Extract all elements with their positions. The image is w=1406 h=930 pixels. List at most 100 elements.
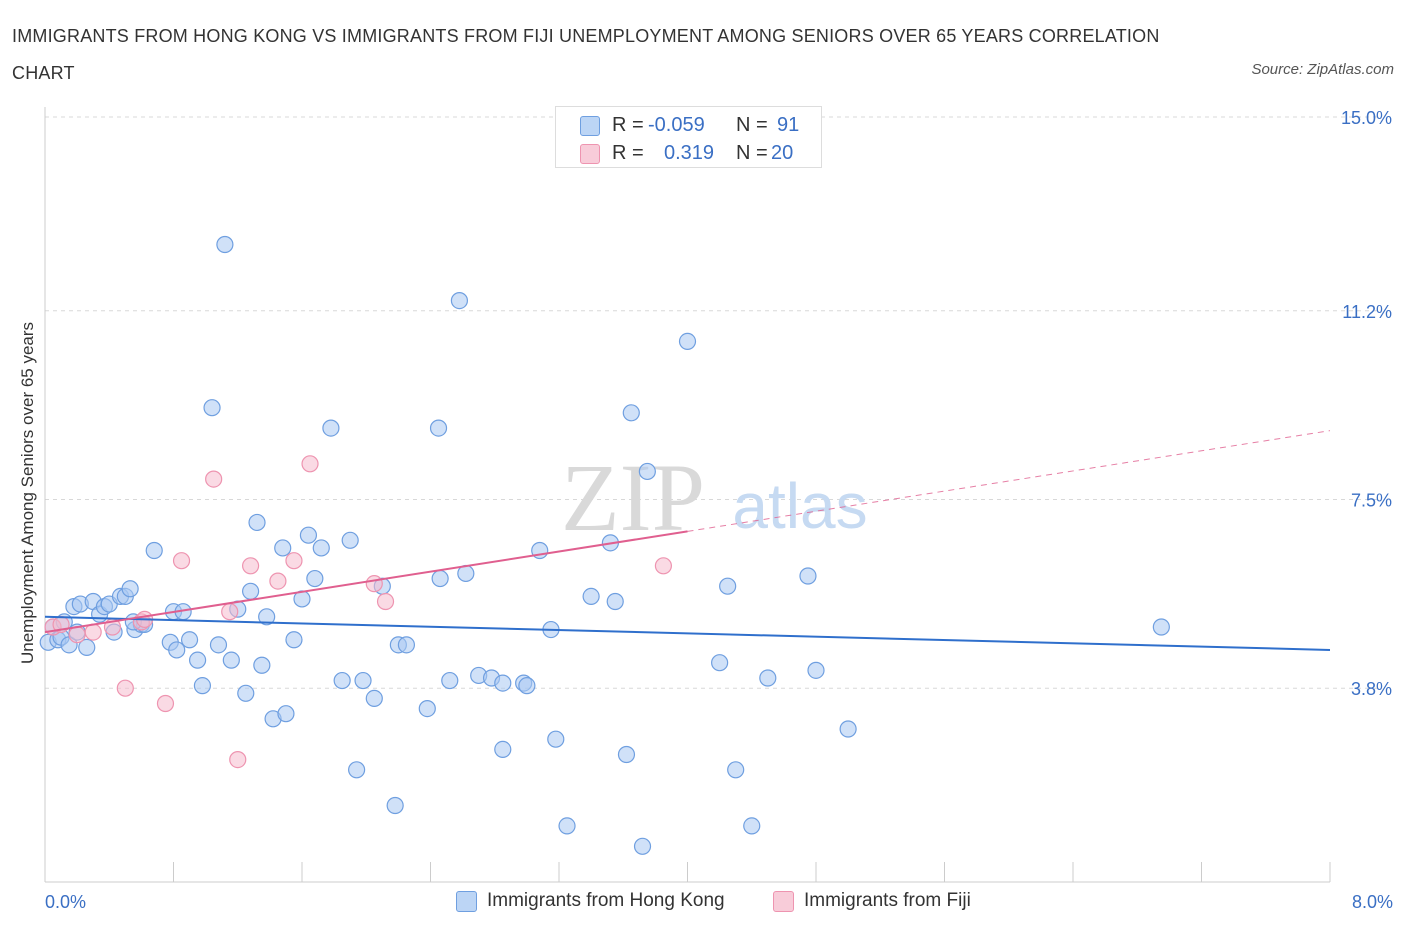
watermark-atlas: atlas [732, 470, 867, 542]
bottom-legend-swatch-blue [456, 891, 477, 912]
blue-data-point [365, 689, 383, 708]
blue-trend-line [44, 615, 1331, 651]
blue-data-point [248, 513, 266, 532]
blue-data-point [78, 638, 96, 657]
pink-trend-line-projection [687, 430, 1331, 532]
pink-data-point [285, 552, 303, 570]
trend-lines [44, 430, 1331, 651]
pink-data-point [229, 750, 247, 769]
blue-data-point [494, 674, 512, 692]
blue-data-point [622, 404, 640, 422]
blue-data-point [348, 761, 366, 779]
bottom-legend-label: Immigrants from Hong Kong [487, 890, 725, 911]
blue-data-point [719, 577, 737, 595]
blue-data-point [494, 740, 512, 759]
blue-data-point [193, 677, 212, 695]
blue-data-point [306, 569, 324, 588]
blue-data-point [418, 699, 436, 718]
pink-data-point [156, 694, 175, 713]
blue-data-point [638, 462, 656, 481]
legend-r-value: 0.319 [664, 142, 715, 164]
blue-data-point [547, 730, 565, 748]
x-tick-label: 0.0% [45, 892, 86, 912]
pink-data-point [242, 557, 260, 575]
legend-r-value: -0.059 [648, 114, 705, 136]
blue-data-point [274, 539, 292, 557]
legend-r-label: R = [612, 142, 644, 164]
blue-data-point [450, 292, 469, 310]
data-points [39, 235, 1170, 855]
pink-data-point [116, 679, 134, 697]
blue-data-point [277, 705, 295, 723]
blue-data-point [799, 567, 817, 585]
legend-n-label: N = [736, 114, 768, 136]
gridlines [45, 116, 1380, 689]
chart-source: Source: ZipAtlas.com [1251, 61, 1394, 78]
blue-data-point [322, 419, 340, 437]
blue-data-point [617, 745, 636, 764]
chart-title: IMMIGRANTS FROM HONG KONG VS IMMIGRANTS … [12, 26, 1160, 83]
blue-data-point [397, 636, 416, 654]
blue-data-point [1152, 618, 1170, 636]
legend-swatch-pink [580, 144, 600, 164]
legend-n-value: 91 [777, 114, 800, 136]
blue-data-point [441, 671, 459, 690]
pink-data-point [172, 552, 191, 570]
blue-data-point [429, 419, 448, 437]
blue-data-point [558, 817, 576, 835]
legend-n-value: 20 [771, 142, 794, 164]
blue-data-point [333, 671, 351, 690]
y-tick-label: 11.2% [1342, 302, 1392, 322]
blue-data-point [188, 651, 207, 669]
watermark-zip: ZIP [561, 444, 705, 551]
y-tick-label: 7.5% [1351, 491, 1392, 511]
pink-trend-line [44, 530, 688, 634]
blue-data-point [237, 684, 255, 702]
legend-n-label: N = [736, 142, 768, 164]
blue-data-point [168, 641, 186, 659]
blue-data-point [299, 526, 318, 544]
pink-data-point [654, 557, 673, 575]
bottom-legend-label: Immigrants from Fiji [804, 890, 971, 911]
blue-data-point [242, 582, 260, 600]
pink-data-point [376, 592, 395, 611]
y-axis-label: Unemployment Among Seniors over 65 years [18, 321, 37, 665]
legend-swatch-blue [580, 116, 600, 136]
blue-data-point [285, 631, 303, 649]
blue-data-point [606, 592, 624, 611]
pink-data-point [205, 470, 223, 488]
x-tick-label: 8.0% [1352, 892, 1393, 912]
blue-data-point [743, 817, 761, 835]
blue-data-point [633, 837, 652, 855]
pink-data-point [301, 455, 319, 473]
pink-data-point [84, 623, 102, 641]
blue-data-point [222, 651, 240, 669]
legend-r-label: R = [612, 114, 644, 136]
pink-data-point [68, 626, 86, 644]
axes [44, 107, 1331, 883]
blue-data-point [759, 669, 777, 687]
pink-data-point [221, 603, 239, 621]
blue-data-point [341, 531, 359, 549]
blue-data-point [253, 656, 271, 674]
y-tick-label: 3.8% [1351, 679, 1392, 699]
tick-labels: 3.8% 7.5% 11.2% 15.0% 0.0% 8.0% [45, 108, 1393, 912]
blue-data-point [386, 796, 404, 815]
blue-data-point [807, 661, 825, 679]
correlation-legend: R = -0.059 N = 91 R = 0.319 N = 20 [555, 106, 822, 168]
blue-data-point [354, 671, 372, 690]
bottom-legend-swatch-pink [773, 891, 794, 912]
blue-data-point [518, 677, 536, 695]
pink-data-point [365, 575, 383, 593]
blue-data-point [312, 539, 330, 557]
blue-data-point [839, 720, 857, 738]
blue-data-point [678, 332, 697, 350]
y-tick-label: 15.0% [1341, 108, 1392, 128]
blue-data-point [258, 608, 276, 626]
blue-data-point [431, 569, 449, 588]
blue-data-point [711, 654, 729, 672]
blue-data-point [145, 541, 163, 560]
blue-data-point [203, 399, 221, 417]
watermark: ZIP atlas [561, 444, 868, 551]
